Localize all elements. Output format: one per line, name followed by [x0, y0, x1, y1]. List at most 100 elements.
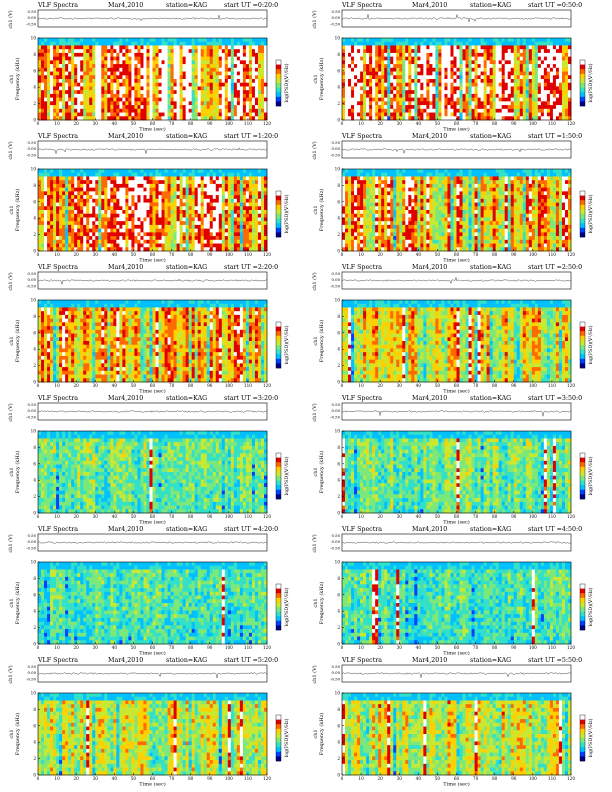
- spectrogram-cell: [525, 41, 530, 46]
- spectrogram-cell: [426, 52, 430, 57]
- spectrogram-cell: [390, 60, 394, 65]
- spectrogram-cell: [68, 38, 72, 43]
- spectrogram-panel: VLF Spectra Mar4,2010 station=KAG start UT …: [4, 133, 294, 264]
- spectrogram-cell: [98, 41, 102, 46]
- spectrogram-cell: [378, 112, 382, 117]
- spectrogram-cell: [101, 79, 105, 84]
- spectrogram-cell: [83, 169, 87, 174]
- spectrogram-cell: [215, 183, 220, 188]
- spectrogram-cell: [77, 64, 81, 69]
- spectrogram-cell: [209, 206, 214, 211]
- spectrogram-cell: [390, 49, 394, 54]
- spectrogram-cell: [128, 172, 132, 177]
- spectrogram-cell: [224, 38, 229, 43]
- spectrogram-cell: [254, 71, 259, 76]
- spectrogram-cell: [417, 97, 421, 102]
- spectrogram-cell: [402, 101, 406, 106]
- spectrogram-cell: [251, 101, 256, 106]
- spectrogram-cell: [77, 49, 81, 54]
- spectrogram-cell: [194, 224, 199, 229]
- spectrogram-cell: [215, 195, 220, 200]
- spectrogram-cell: [167, 198, 171, 203]
- spectrogram-cell: [47, 41, 51, 46]
- spectrogram-cell: [561, 52, 566, 57]
- spectrogram-cell: [194, 101, 199, 106]
- spectrogram-cell: [402, 82, 406, 87]
- spectrogram-cell: [185, 67, 189, 72]
- colorbar-segment: [276, 92, 281, 98]
- spectrogram-cell: [209, 45, 214, 50]
- spectrogram-cell: [513, 56, 518, 61]
- spectrogram-cell: [92, 86, 96, 91]
- spectrogram-cell: [345, 49, 349, 54]
- spectrogram-cell: [176, 101, 180, 106]
- spectrogram-cell: [248, 187, 253, 192]
- spectrogram-cell: [248, 172, 253, 177]
- x-tick-label: 70: [473, 121, 479, 126]
- spectrogram-cell: [161, 202, 165, 207]
- spectrogram-cell: [522, 108, 527, 113]
- spectrogram-cell: [143, 202, 147, 207]
- spectrogram-cell: [128, 49, 132, 54]
- spectrogram-cell: [122, 187, 126, 192]
- spectrogram-cell: [140, 228, 144, 233]
- spectrogram-cell: [233, 206, 238, 211]
- spectrogram-cell: [537, 56, 542, 61]
- spectrogram-cell: [242, 86, 247, 91]
- spectrogram-cell: [95, 183, 99, 188]
- spectrogram-cell: [239, 172, 244, 177]
- spectrogram-cell: [179, 97, 183, 102]
- spectrogram-cell: [224, 101, 229, 106]
- spectrogram-cell: [444, 105, 448, 110]
- spectrogram-cell: [131, 213, 135, 218]
- spectrogram-cell: [260, 172, 265, 177]
- spectrogram-cell: [182, 198, 186, 203]
- spectrogram-cell: [221, 90, 226, 95]
- spectrogram-cell: [251, 228, 256, 233]
- spectrogram-panel: VLF Spectra Mar4,2010 station=KAG start UT …: [4, 2, 294, 133]
- spectrogram-cell: [191, 75, 196, 80]
- spectrogram-cell: [149, 232, 153, 237]
- spectrogram-cell: [92, 228, 96, 233]
- spectrogram-cell: [122, 191, 126, 196]
- spectrogram-cell: [396, 105, 400, 110]
- spectrogram-cell: [137, 101, 141, 106]
- spectrogram-cell: [230, 217, 235, 222]
- spectrogram-cell: [134, 187, 138, 192]
- spectrogram-cell: [564, 56, 569, 61]
- spectrogram-cell: [203, 176, 208, 181]
- spectrogram-cell: [438, 52, 442, 57]
- spectrogram-cell: [375, 52, 379, 57]
- spectrogram-cell: [260, 112, 265, 117]
- spectrogram-cell: [432, 41, 436, 46]
- waveform-tick-label: 0.50: [28, 9, 37, 14]
- spectrogram-cell: [50, 108, 54, 113]
- spectrogram-cell: [348, 90, 352, 95]
- spectrogram-cell: [110, 60, 114, 65]
- spectrogram-cell: [495, 75, 500, 80]
- spectrogram-cell: [417, 105, 421, 110]
- spectrogram-cell: [230, 112, 235, 117]
- spectrogram-cell: [486, 105, 490, 110]
- spectrogram-cell: [507, 45, 512, 50]
- spectrogram-cell: [257, 108, 262, 113]
- spectrogram-cell: [384, 108, 388, 113]
- spectrogram-cell: [552, 45, 557, 50]
- spectrogram-cell: [342, 75, 346, 80]
- spectrogram-cell: [140, 202, 144, 207]
- spectrogram-cell: [552, 97, 557, 102]
- spectrogram-cell: [191, 64, 196, 69]
- spectrogram-cell: [98, 213, 102, 218]
- spectrogram-cell: [486, 90, 490, 95]
- spectrogram-cell: [149, 172, 153, 177]
- spectrogram-cell: [218, 116, 223, 121]
- spectrogram-cell: [233, 75, 238, 80]
- spectrogram-cell: [131, 232, 135, 237]
- spectrogram-cell: [71, 49, 75, 54]
- spectrogram-cell: [260, 221, 265, 226]
- spectrogram-cell: [137, 79, 141, 84]
- spectrogram-cell: [74, 232, 78, 237]
- spectrogram-cell: [378, 90, 382, 95]
- spectrogram-cell: [170, 183, 174, 188]
- spectrogram-cell: [185, 105, 189, 110]
